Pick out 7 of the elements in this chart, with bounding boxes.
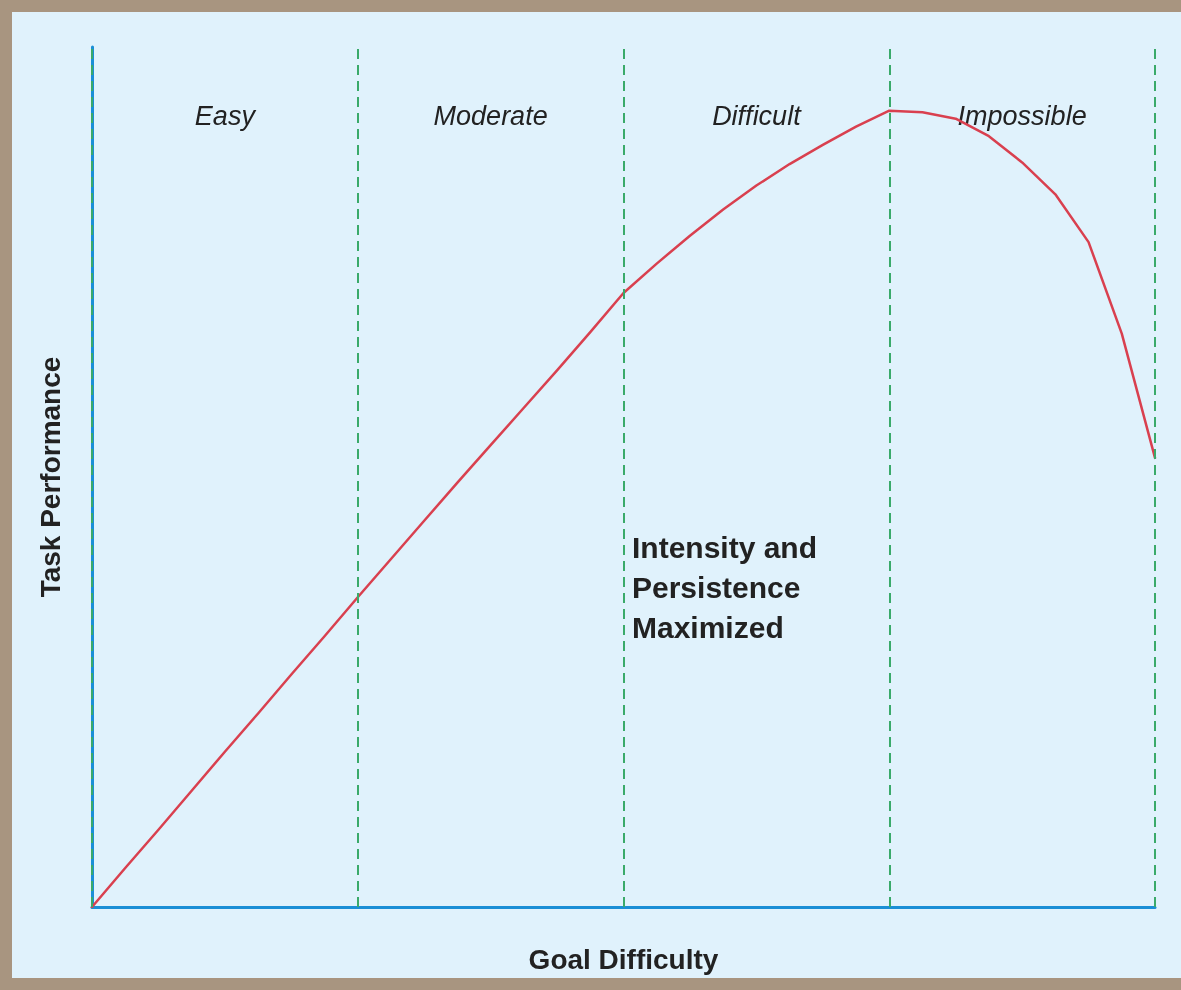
x-tick-label: Easy [194,100,257,131]
y-axis-title: Task Performance [34,356,66,598]
x-tick-label: Difficult [712,100,803,131]
x-tick-label: Moderate [433,100,548,131]
x-tick-label: Impossible [957,100,1087,131]
annotation: Intensity and Persistence Maximized [632,530,818,644]
x-axis-title: Goal Difficulty [528,943,719,975]
